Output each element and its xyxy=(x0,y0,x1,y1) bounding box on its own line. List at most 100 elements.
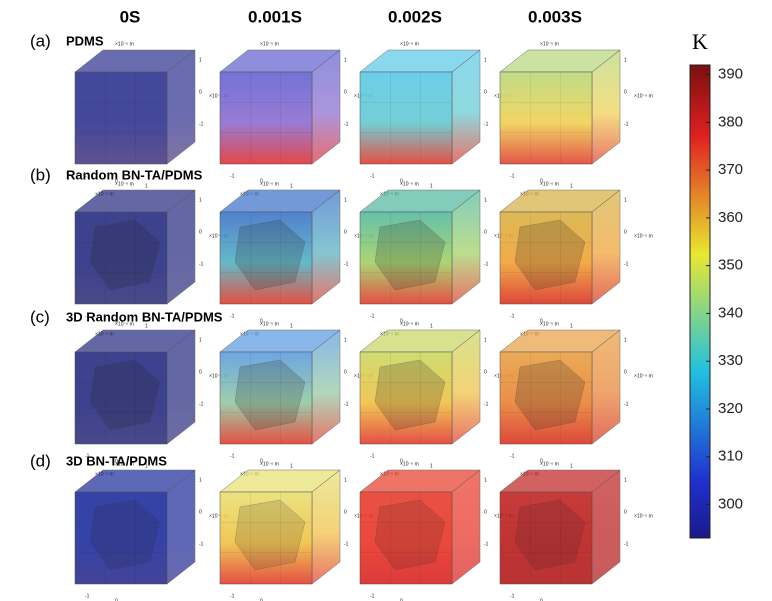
axis-tick: -1 xyxy=(85,593,90,599)
axis-tick: -1 xyxy=(344,121,349,127)
colorbar xyxy=(689,64,711,539)
cube-front xyxy=(74,491,168,585)
axis-tick: 1 xyxy=(430,323,433,329)
axis-tick: -1 xyxy=(344,261,349,267)
colorbar-tick-label: 330 xyxy=(718,352,743,369)
axis-unit: ×10⁻⁶ m xyxy=(209,513,228,519)
column-header: 0.002S xyxy=(388,7,442,26)
axis-tick: 0 xyxy=(115,458,118,464)
filler xyxy=(89,359,161,431)
axis-tick: 0 xyxy=(260,458,263,464)
colorbar-tick-label: 370 xyxy=(718,161,743,178)
column-header: 0.003S xyxy=(528,7,582,26)
axis-tick: -1 xyxy=(85,453,90,459)
colorbar-tick-label: 340 xyxy=(718,304,743,321)
filler xyxy=(234,359,306,431)
cube xyxy=(499,469,621,585)
axis-tick: 0 xyxy=(199,509,202,515)
axis-tick: 1 xyxy=(484,337,487,343)
axis-tick: -1 xyxy=(199,541,204,547)
axis-tick: 0 xyxy=(344,509,347,515)
axis-tick: 0 xyxy=(260,178,263,184)
cube xyxy=(499,329,621,445)
filler xyxy=(514,359,586,431)
filler xyxy=(234,499,306,571)
axis-unit: ×10⁻⁶ m xyxy=(400,461,419,467)
row-label: 3D Random BN-TA/PDMS xyxy=(66,309,223,324)
axis-tick: 1 xyxy=(199,57,202,63)
cube xyxy=(219,49,341,165)
axis-tick: -1 xyxy=(370,313,375,319)
colorbar-tick-label: 310 xyxy=(718,448,743,465)
axis-unit: ×10⁻⁶ m xyxy=(634,513,653,519)
axis-unit: ×10⁻⁶ m xyxy=(115,321,134,327)
axis-tick: -1 xyxy=(344,401,349,407)
axis-tick: 1 xyxy=(145,323,148,329)
axis-tick: -1 xyxy=(230,173,235,179)
cube-front xyxy=(359,351,453,445)
cube-front xyxy=(219,211,313,305)
axis-tick: 1 xyxy=(344,197,347,203)
axis-tick: 0 xyxy=(540,598,543,601)
axis-tick: -1 xyxy=(370,593,375,599)
axis-unit: ×10⁻⁶ m xyxy=(540,321,559,327)
axis-tick: -1 xyxy=(230,313,235,319)
row-label: 3D BN-TA/PDMS xyxy=(66,453,167,468)
axis-tick: 1 xyxy=(430,183,433,189)
axis-tick: -1 xyxy=(484,541,489,547)
axis-unit: ×10⁻⁶ m xyxy=(115,41,134,47)
axis-tick: 0 xyxy=(624,89,627,95)
axis-tick: -1 xyxy=(85,173,90,179)
filler xyxy=(89,499,161,571)
axis-unit: ×10⁻⁶ m xyxy=(209,233,228,239)
cube-front xyxy=(359,491,453,585)
axis-tick: 0 xyxy=(624,229,627,235)
axis-unit: ×10⁻⁶ m xyxy=(260,321,279,327)
axis-tick: -1 xyxy=(510,313,515,319)
filler xyxy=(374,499,446,571)
axis-tick: -1 xyxy=(199,121,204,127)
cube xyxy=(359,49,481,165)
axis-tick: 1 xyxy=(484,57,487,63)
axis-tick: 0 xyxy=(484,509,487,515)
axis-unit: ×10⁻⁶ m xyxy=(115,181,134,187)
axis-tick: 1 xyxy=(570,463,573,469)
axis-tick: 0 xyxy=(484,229,487,235)
row-letter: (d) xyxy=(30,451,51,470)
cube xyxy=(359,329,481,445)
axis-unit: ×10⁻⁶ m xyxy=(209,373,228,379)
colorbar-tick-label: 360 xyxy=(718,209,743,226)
axis-tick: 1 xyxy=(199,477,202,483)
cube xyxy=(219,469,341,585)
axis-tick: -1 xyxy=(624,541,629,547)
axis-tick: 0 xyxy=(484,89,487,95)
axis-tick: 0 xyxy=(400,458,403,464)
axis-tick: 0 xyxy=(624,369,627,375)
cube xyxy=(74,49,196,165)
axis-tick: -1 xyxy=(484,121,489,127)
axis-tick: 0 xyxy=(199,229,202,235)
row-letter: (a) xyxy=(30,31,51,50)
axis-tick: 0 xyxy=(199,89,202,95)
axis-tick: -1 xyxy=(484,401,489,407)
axis-tick: 0 xyxy=(344,369,347,375)
axis-tick: 1 xyxy=(624,197,627,203)
axis-unit: ×10⁻⁶ m xyxy=(400,41,419,47)
axis-tick: 0 xyxy=(540,318,543,324)
axis-tick: 0 xyxy=(199,369,202,375)
axis-tick: 0 xyxy=(624,509,627,515)
axis-tick: 1 xyxy=(199,197,202,203)
axis-tick: 1 xyxy=(290,463,293,469)
filler xyxy=(234,219,306,291)
cube-front xyxy=(74,351,168,445)
axis-tick: -1 xyxy=(624,121,629,127)
axis-tick: 1 xyxy=(570,323,573,329)
axis-unit: ×10⁻⁶ m xyxy=(540,41,559,47)
axis-tick: 0 xyxy=(344,89,347,95)
cube xyxy=(74,189,196,305)
axis-tick: 1 xyxy=(145,463,148,469)
cube xyxy=(74,329,196,445)
axis-tick: 0 xyxy=(344,229,347,235)
colorbar-unit: K xyxy=(692,29,708,54)
